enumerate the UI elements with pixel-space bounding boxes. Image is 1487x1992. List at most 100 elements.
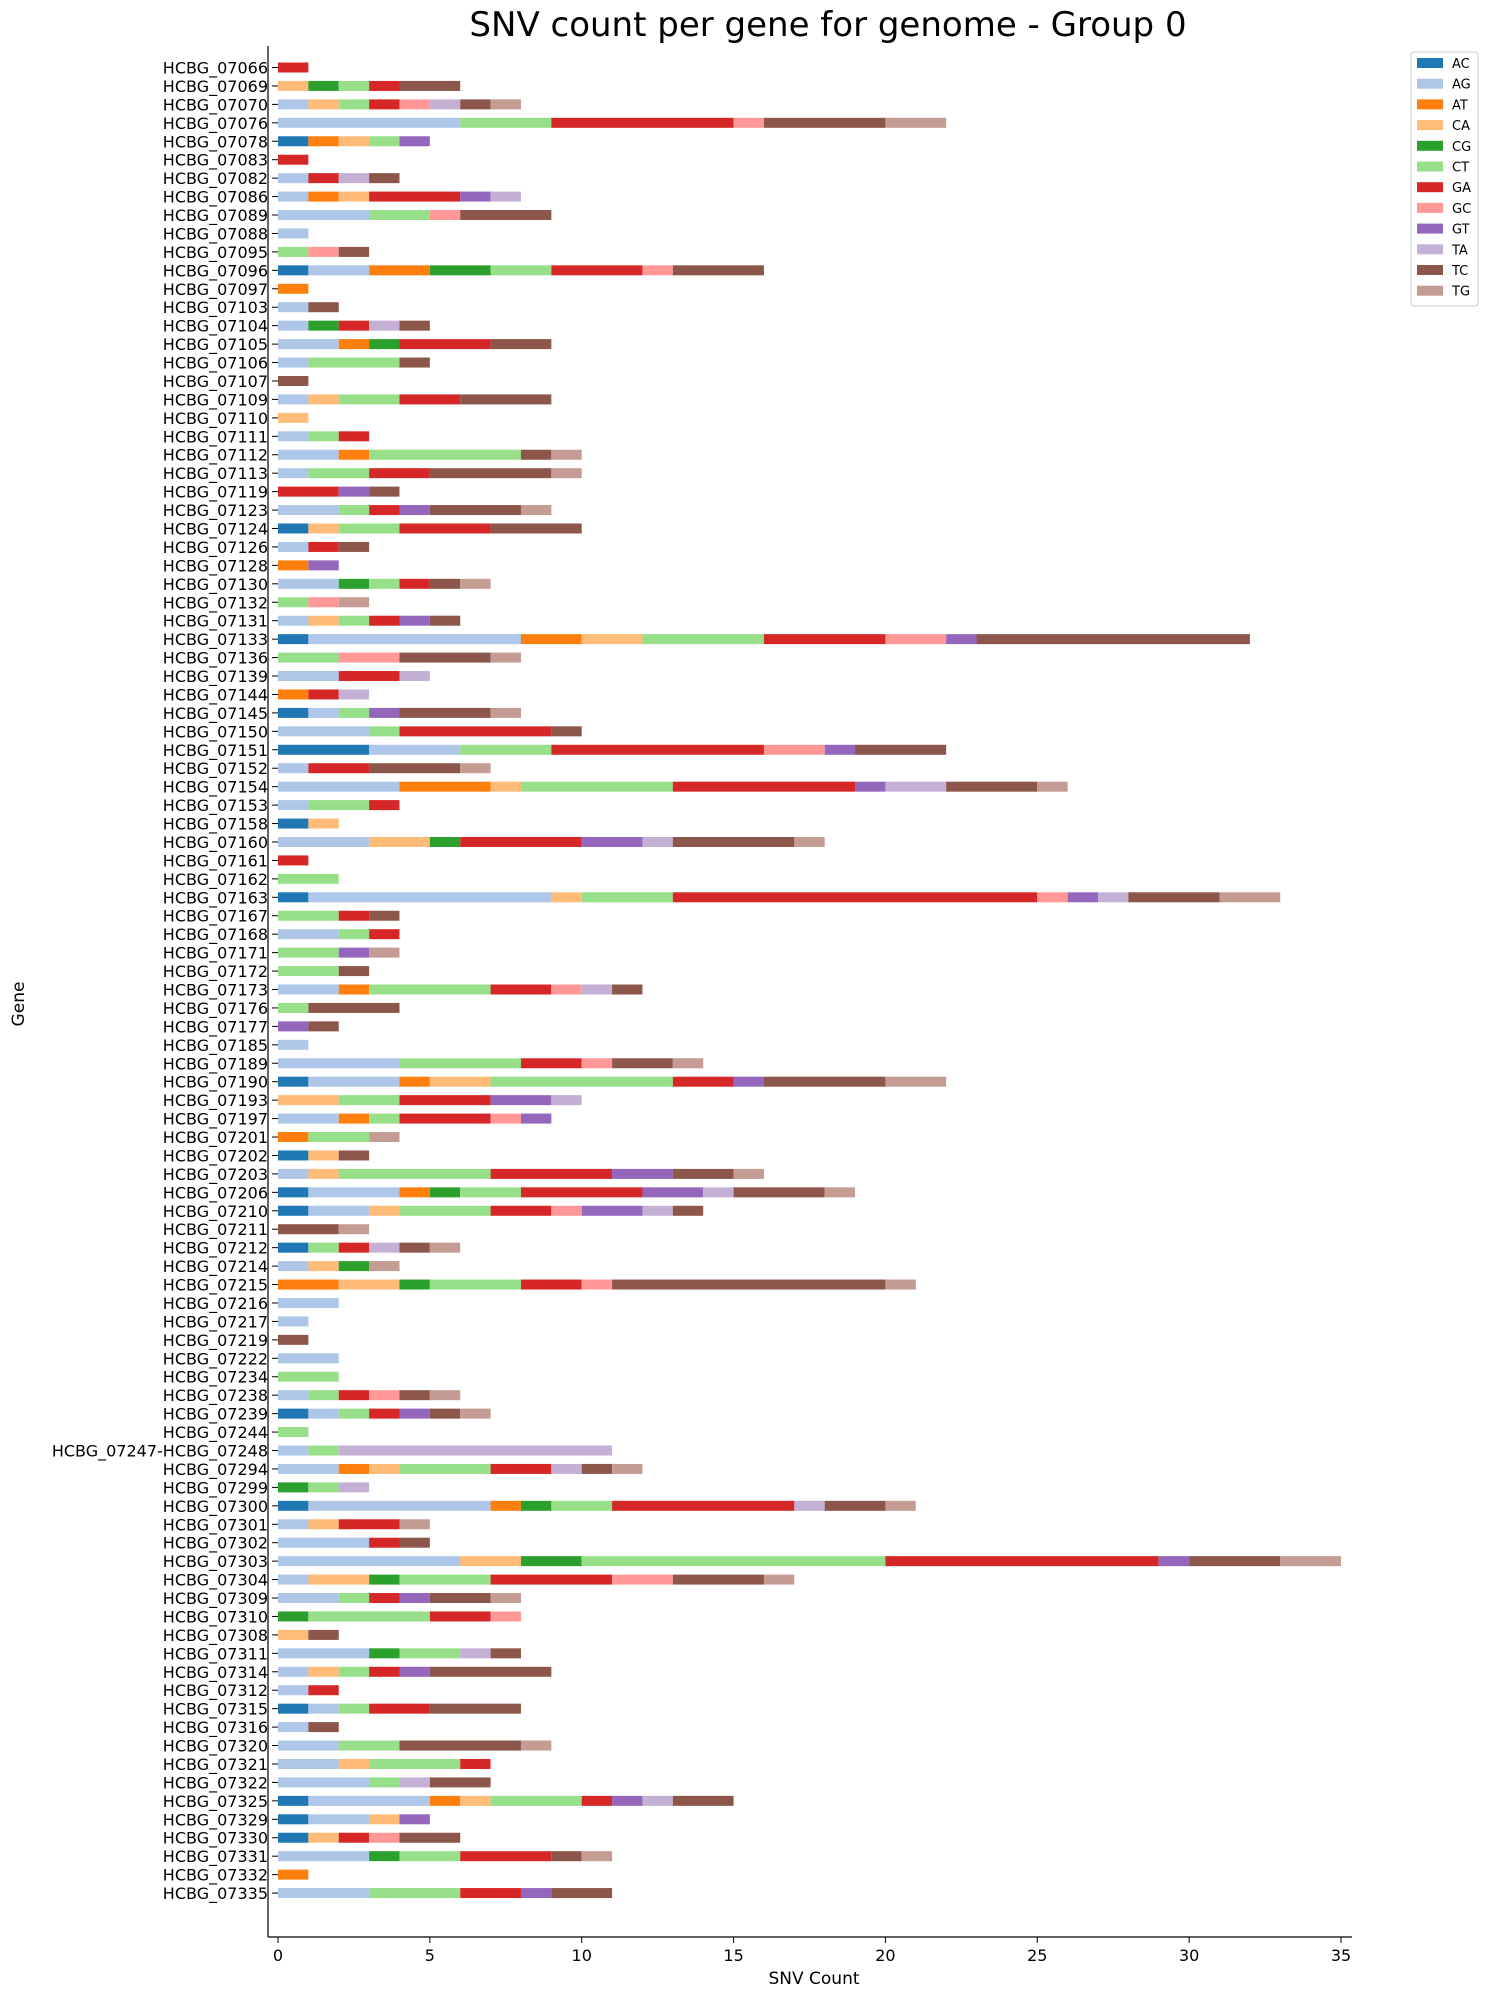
bar-segment-hcbg_07238-ga <box>338 1390 370 1401</box>
bar-segment-hcbg_07095-tc <box>338 246 370 257</box>
bar-segment-hcbg_07082-ag <box>278 173 309 184</box>
bar-segment-hcbg_07078-ac <box>278 136 309 147</box>
bar-segment-hcbg_07329-gt <box>399 1814 430 1825</box>
y-tick-label: HCBG_07119 <box>163 483 268 503</box>
bar-segment-hcbg_07302-ga <box>369 1537 400 1548</box>
bar-segment-hcbg_07316-tc <box>308 1722 339 1733</box>
bar-segment-hcbg_07325-ga <box>581 1795 613 1806</box>
bar-segment-hcbg_07335-ct <box>369 1888 461 1899</box>
bar-segment-hcbg_07315-ag <box>308 1703 339 1714</box>
y-tick-label: HCBG_07320 <box>163 1737 268 1757</box>
bar-segment-hcbg_07215-tg <box>885 1279 916 1290</box>
y-tick-label: HCBG_07078 <box>163 132 268 152</box>
y-tick-label: HCBG_07082 <box>163 169 268 189</box>
bar-segment-hcbg_07132-gc <box>308 597 339 608</box>
y-tick-label: HCBG_07210 <box>163 1202 268 1222</box>
y-tick-label: HCBG_07151 <box>163 741 268 761</box>
y-tick-label: HCBG_07112 <box>163 446 268 466</box>
bar-segment-hcbg_07321-ct <box>369 1758 461 1769</box>
bar-segment-hcbg_07113-ga <box>369 468 430 479</box>
x-tick-label: 5 <box>425 1946 435 1965</box>
y-tick-label: HCBG_07304 <box>163 1571 268 1591</box>
bar-segment-hcbg_07151-ac <box>278 744 370 755</box>
y-tick-label: HCBG_07212 <box>163 1239 268 1259</box>
bar-segment-hcbg_07152-ga <box>308 763 370 774</box>
bar-segment-hcbg_07325-tc <box>672 1795 734 1806</box>
bar-segment-hcbg_07303-tg <box>1280 1556 1341 1567</box>
y-tick-label: HCBG_07190 <box>163 1073 268 1093</box>
y-tick-label: HCBG_07095 <box>163 243 268 263</box>
bar-segment-hcbg_07109-ga <box>399 394 461 405</box>
bar-segment-hcbg_07082-ta <box>338 173 370 184</box>
bar-segment-hcbg_07201-at <box>278 1132 309 1143</box>
bar-segment-hcbg_07089-ag <box>278 210 370 221</box>
bar-segment-hcbg_07215-ct <box>429 1279 521 1290</box>
bar-segment-hcbg_07139-ta <box>399 671 430 682</box>
y-tick-label: HCBG_07335 <box>163 1884 268 1904</box>
bar-segment-hcbg_07145-gt <box>369 707 400 718</box>
bar-segment-hcbg_07201-ct <box>308 1132 370 1143</box>
legend-label-ct: CT <box>1452 161 1469 176</box>
bar-segment-hcbg_07173-ta <box>581 984 613 995</box>
bar-segment-hcbg_07109-ag <box>278 394 309 405</box>
bar-segment-hcbg_07163-tg <box>1219 892 1281 903</box>
bar-segment-hcbg_07151-ct <box>460 744 552 755</box>
bar-segment-hcbg_07070-ca <box>308 99 339 110</box>
bar-segment-hcbg_07325-at <box>429 1795 461 1806</box>
legend-label-tg: TG <box>1451 285 1470 300</box>
bar-segment-hcbg_07154-tg <box>1037 781 1068 792</box>
bar-segment-hcbg_07145-tg <box>490 707 521 718</box>
bar-segment-hcbg_07193-ct <box>338 1095 400 1106</box>
bar-segment-hcbg_07126-tc <box>338 541 370 552</box>
bar-segment-hcbg_07109-ca <box>308 394 339 405</box>
bar-segment-hcbg_07177-gt <box>278 1021 309 1032</box>
y-tick-label: HCBG_07310 <box>163 1607 268 1627</box>
bar-segment-hcbg_07320-ag <box>278 1740 339 1751</box>
bar-segment-hcbg_07124-ac <box>278 523 309 534</box>
y-tick-label: HCBG_07113 <box>163 464 268 484</box>
legend-label-ac: AC <box>1452 57 1470 72</box>
bar-segment-hcbg_07309-tc <box>429 1593 491 1604</box>
bar-segment-hcbg_07163-ca <box>551 892 582 903</box>
y-tick-label: HCBG_07316 <box>163 1718 268 1738</box>
bar-segment-hcbg_07160-gt <box>581 836 643 847</box>
y-tick-label: HCBG_07215 <box>163 1276 268 1296</box>
bar-segment-hcbg_07335-gt <box>520 1888 552 1899</box>
bar-segment-hcbg_07171-ct <box>278 947 339 958</box>
y-tick-label: HCBG_07126 <box>163 538 268 558</box>
bar-segment-hcbg_07133-ga <box>763 634 886 645</box>
bar-segment-hcbg_07153-ct <box>308 800 370 811</box>
bar-segment-hcbg_07173-ag <box>278 984 339 995</box>
y-tick-label: HCBG_07096 <box>163 261 268 281</box>
bar-segment-hcbg_07294-ga <box>490 1463 552 1474</box>
bar-segment-hcbg_07247-hcbg_07248-ta <box>338 1445 613 1456</box>
bar-segment-hcbg_07206-ac <box>278 1187 309 1198</box>
legend-label-cg: CG <box>1452 140 1471 155</box>
bar-segment-hcbg_07309-ga <box>369 1593 400 1604</box>
bar-segment-hcbg_07069-tc <box>399 80 461 91</box>
bar-segment-hcbg_07163-gc <box>1037 892 1068 903</box>
bar-segment-hcbg_07302-tc <box>399 1537 430 1548</box>
bar-segment-hcbg_07172-tc <box>338 966 370 977</box>
bar-segment-hcbg_07238-ag <box>278 1390 309 1401</box>
bar-segment-hcbg_07096-ct <box>490 265 552 276</box>
y-tick-label: HCBG_07301 <box>163 1515 268 1535</box>
y-tick-label: HCBG_07171 <box>163 944 268 964</box>
bar-segment-hcbg_07331-tg <box>581 1851 613 1862</box>
bar-segment-hcbg_07066-ga <box>278 62 309 73</box>
bar-segment-hcbg_07316-ag <box>278 1722 309 1733</box>
y-tick-label: HCBG_07321 <box>163 1755 268 1775</box>
bar-segment-hcbg_07095-gc <box>308 246 339 257</box>
bar-segment-hcbg_07239-ga <box>369 1408 400 1419</box>
bar-segment-hcbg_07206-ta <box>703 1187 734 1198</box>
bar-segment-hcbg_07076-ag <box>278 117 461 128</box>
bar-segment-hcbg_07321-ca <box>338 1758 370 1769</box>
bar-segment-hcbg_07133-ag <box>308 634 521 645</box>
bar-segment-hcbg_07300-tg <box>885 1500 916 1511</box>
bar-segment-hcbg_07131-ca <box>308 615 339 626</box>
bar-segment-hcbg_07172-ct <box>278 966 339 977</box>
y-tick-label: HCBG_07203 <box>163 1165 268 1185</box>
bar-segment-hcbg_07309-tg <box>490 1593 521 1604</box>
y-tick-label: HCBG_07083 <box>163 151 268 171</box>
bar-segment-hcbg_07321-ga <box>460 1758 491 1769</box>
